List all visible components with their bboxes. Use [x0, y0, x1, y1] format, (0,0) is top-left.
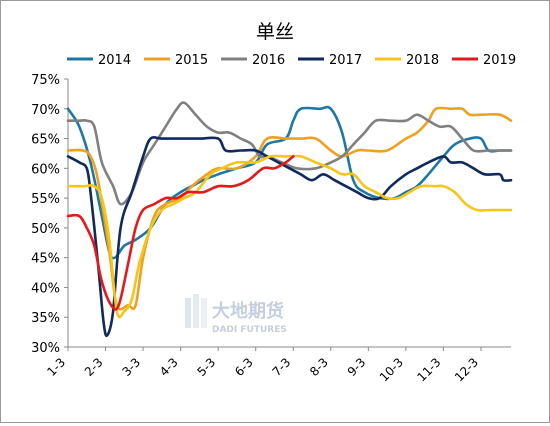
watermark-logo — [185, 294, 207, 328]
x-tick-label: 7-3 — [270, 355, 294, 379]
x-tick-label: 1-3 — [44, 355, 68, 379]
y-tick-label: 55% — [31, 192, 60, 207]
x-tick-label: 12-3 — [452, 355, 481, 384]
y-tick-label: 75% — [31, 73, 60, 88]
series-line-2016 — [66, 101, 513, 206]
chart-title: 单丝 — [256, 21, 294, 43]
watermark-text-en: DADI FUTURES — [212, 325, 287, 335]
y-tick-label: 40% — [31, 281, 60, 296]
x-tick-label: 6-3 — [232, 355, 256, 379]
x-tick-label: 2-3 — [82, 355, 106, 379]
y-tick-label: 70% — [31, 103, 60, 118]
x-tick-label: 5-3 — [195, 355, 219, 379]
series-line-2018 — [66, 154, 513, 319]
x-tick-label: 11-3 — [414, 355, 443, 384]
y-tick-label: 35% — [31, 311, 60, 326]
y-tick-label: 30% — [31, 341, 60, 356]
legend-label-2016: 2016 — [252, 53, 285, 68]
x-tick-label: 9-3 — [345, 355, 369, 379]
watermark: 大地期货 DADI FUTURES — [185, 294, 287, 335]
series-group — [66, 101, 513, 338]
x-tick-label: 10-3 — [377, 355, 406, 384]
legend-label-2014: 2014 — [98, 53, 131, 68]
legend-label-2018: 2018 — [406, 53, 439, 68]
watermark-text-cn: 大地期货 — [212, 300, 284, 322]
x-tick-label: 3-3 — [119, 355, 143, 379]
y-tick-label: 65% — [31, 133, 60, 148]
series-line-2019 — [66, 155, 295, 311]
legend-label-2017: 2017 — [329, 53, 362, 68]
legend-label-2019: 2019 — [483, 53, 516, 68]
legend-label-2015: 2015 — [175, 53, 208, 68]
legend: 2014 2015 2016 2017 2018 2019 — [67, 53, 516, 68]
y-tick-label: 60% — [31, 162, 60, 177]
series-line-2015 — [66, 106, 513, 311]
y-tick-label: 50% — [31, 222, 60, 237]
y-tick-label: 45% — [31, 252, 60, 267]
x-tick-label: 8-3 — [307, 355, 331, 379]
x-tick-label: 4-3 — [157, 355, 181, 379]
